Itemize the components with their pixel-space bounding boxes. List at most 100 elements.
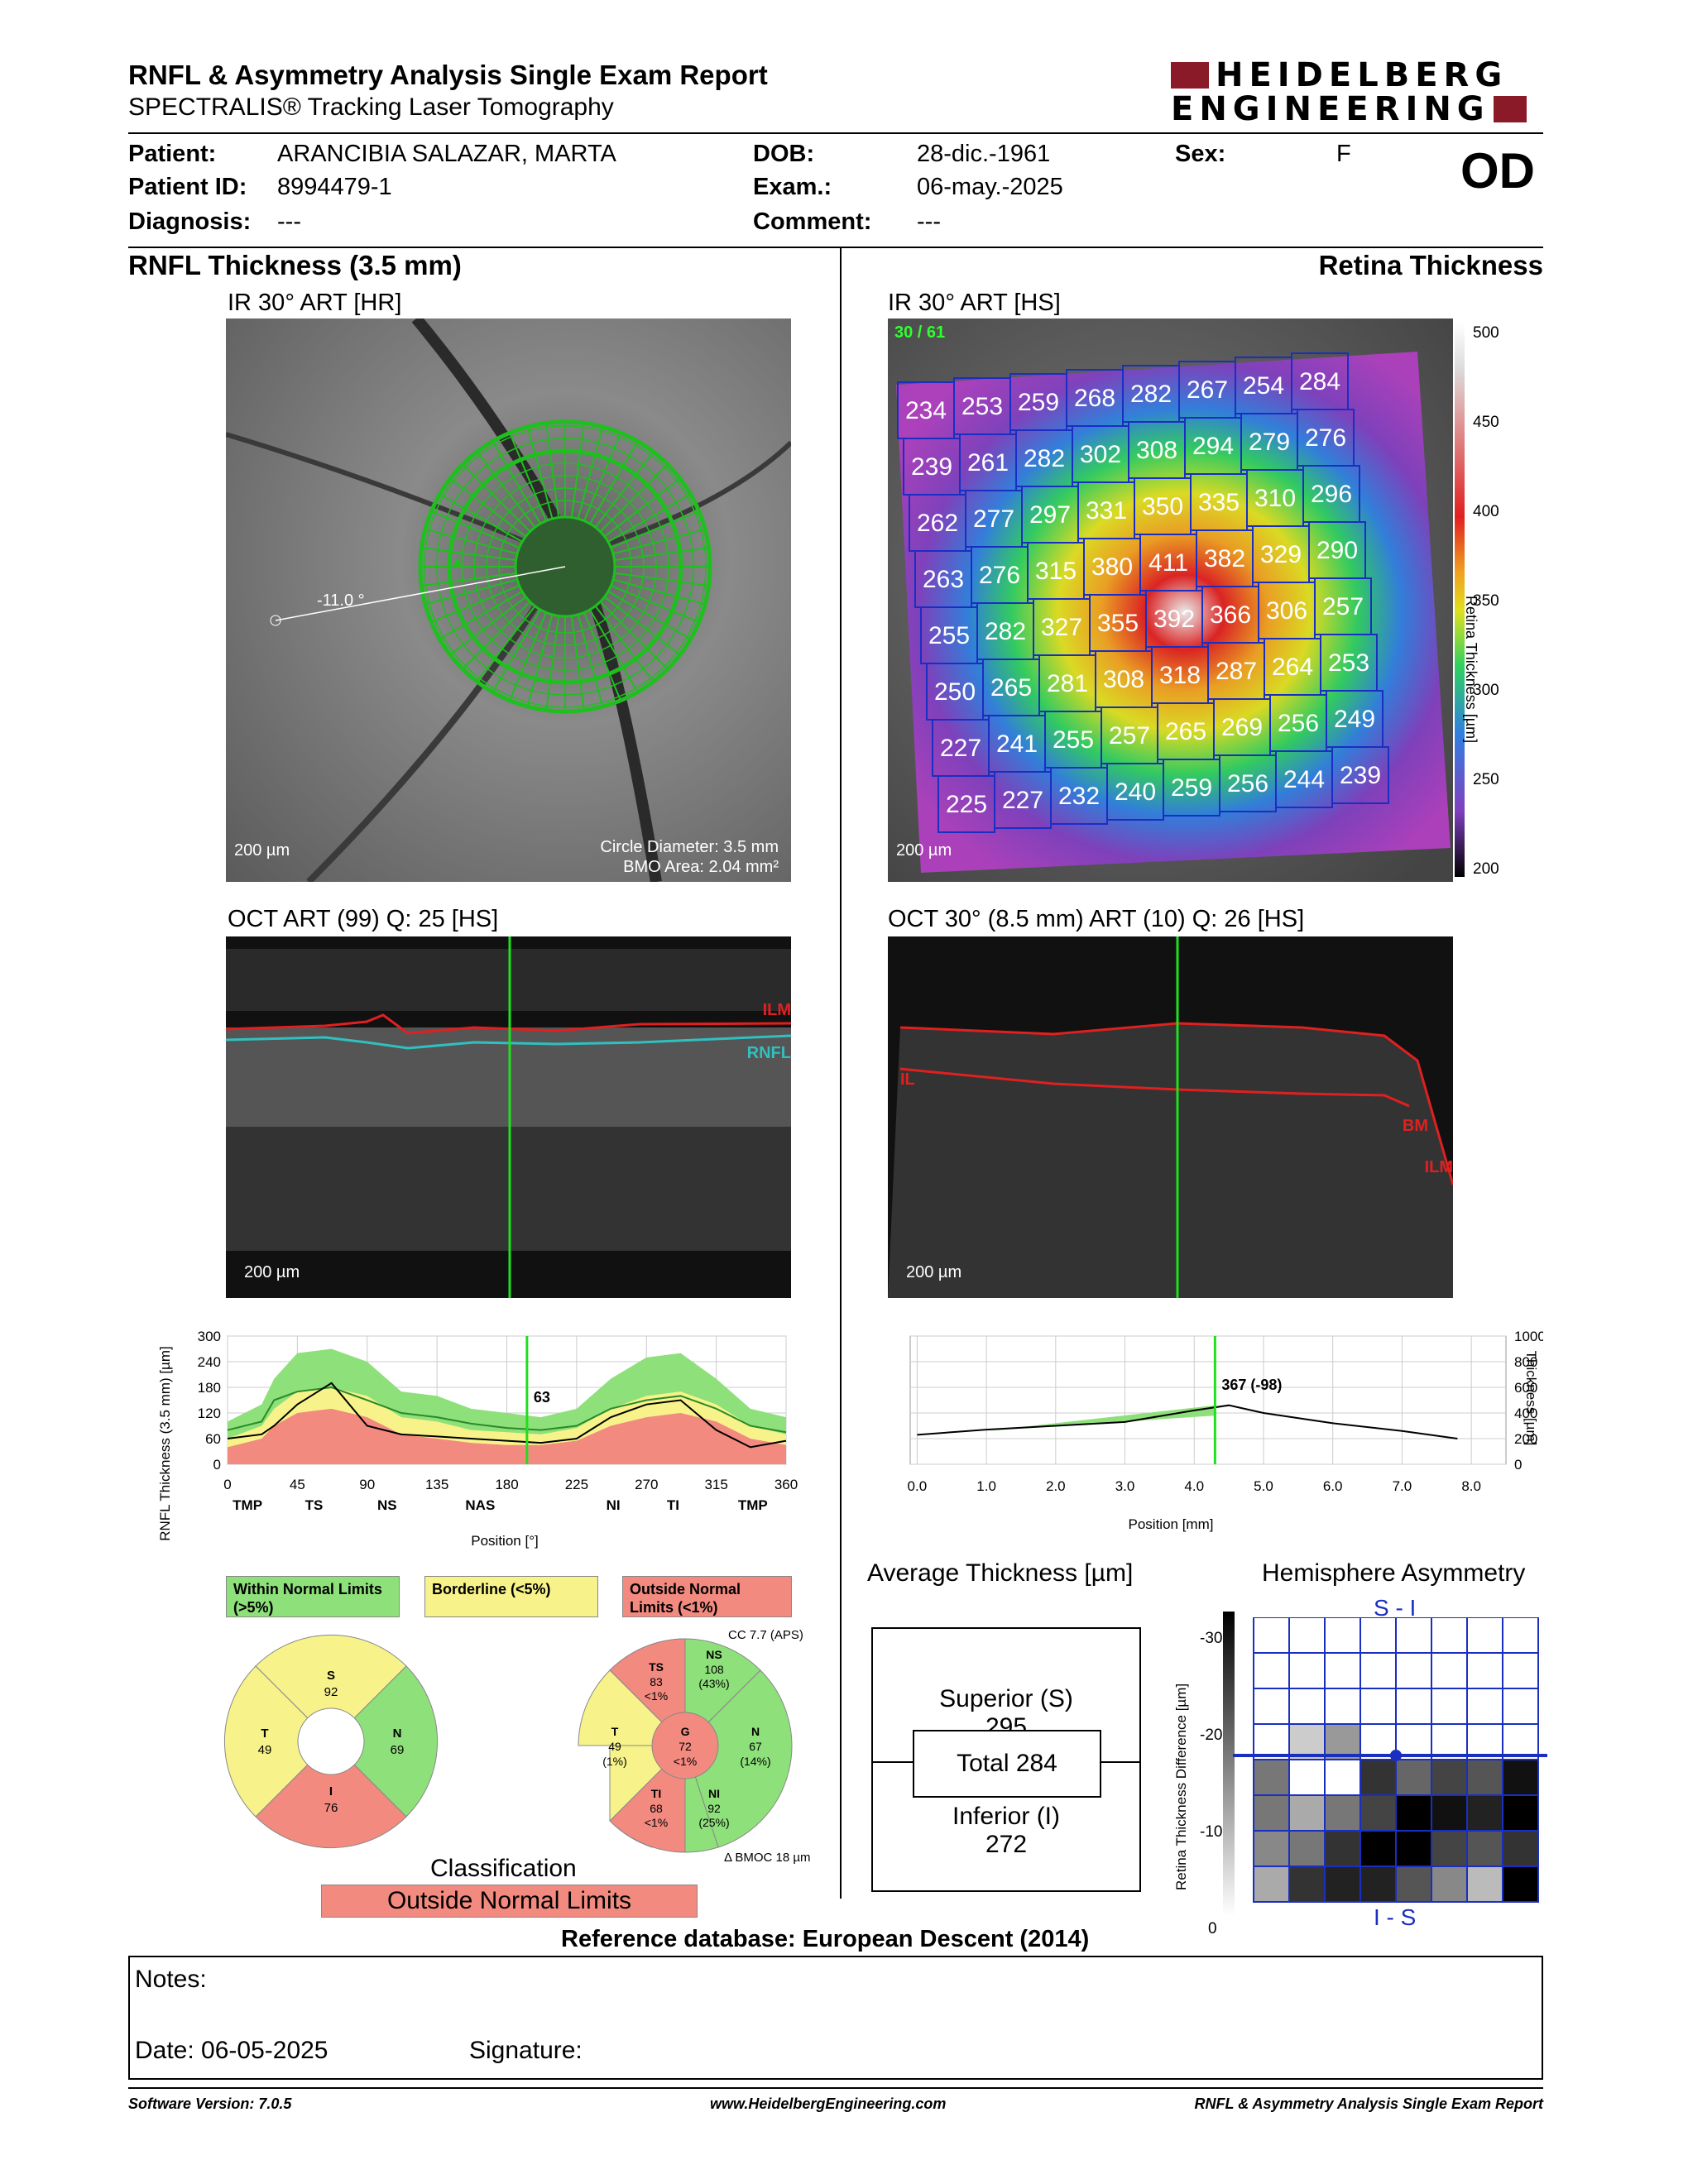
footer-website[interactable]: www.HeidelbergEngineering.com: [710, 2095, 947, 2112]
ret-ytick: 800: [1514, 1354, 1537, 1370]
ilm-label-left: ILM: [762, 1001, 791, 1019]
notes-date: Date: 06-05-2025: [135, 2037, 328, 2064]
asym-cell: [1253, 1723, 1290, 1760]
colorbar-tick: 450: [1473, 414, 1499, 431]
colorbar-title: Retina Thickness [µm]: [1463, 596, 1479, 744]
asym-cell: [1502, 1866, 1539, 1903]
asym-cell: [1502, 1652, 1539, 1689]
asym-cell: [1288, 1688, 1326, 1725]
avg-total: Total 284: [913, 1730, 1101, 1798]
ir-frame: 30 / 61: [894, 323, 946, 342]
notes-label: Notes:: [135, 1966, 207, 1993]
grid-value: 256: [1278, 710, 1319, 737]
asym-colorbar: [1223, 1612, 1235, 1916]
sex: F: [1336, 141, 1351, 167]
grid-value: 366: [1210, 601, 1251, 629]
pie1-s-label: S: [327, 1669, 335, 1683]
oct-left-layers: [226, 936, 791, 1298]
pie2-ti-pct: <1%: [645, 1816, 668, 1829]
thickness-map: 234 253 259 268 282 267 254 284 239 261 282 302 308 2…: [896, 352, 1451, 873]
grid-value: 253: [1328, 649, 1369, 677]
grid-value: 265: [1165, 718, 1206, 745]
oct-right-caption: OCT 30° (8.5 mm) ART (10) Q: 26 [HS]: [888, 906, 1305, 932]
grid-value: 302: [1080, 441, 1121, 468]
pie2-ti-value: 68: [650, 1802, 663, 1815]
pie2-ni-pct: (25%): [698, 1816, 729, 1829]
asym-cell: [1288, 1866, 1326, 1903]
colorbar-tick: 500: [1473, 324, 1499, 342]
grid-value: 257: [1109, 722, 1150, 750]
oct-left-scale: 200 µm: [244, 1263, 300, 1281]
asym-cell: [1253, 1830, 1290, 1867]
grid-value: 296: [1311, 481, 1352, 508]
pie-6-sector: TS 83 <1% NS 108 (43%) T 49 (1%) G 72 <1…: [578, 1638, 793, 1853]
grid-value: 265: [990, 674, 1032, 702]
onh-overlay: [226, 318, 791, 882]
bmoc-label: Δ BMOC 18 µm: [724, 1851, 811, 1865]
asym-cell: [1502, 1830, 1539, 1867]
patient-label: Patient:: [128, 141, 217, 167]
asym-cell: [1324, 1723, 1361, 1760]
asym-cell: [1360, 1652, 1397, 1689]
asym-cell: [1466, 1723, 1503, 1760]
asym-cell: [1431, 1759, 1468, 1796]
pie2-g: G: [681, 1725, 690, 1738]
grid-value: 227: [1002, 787, 1043, 814]
grid-value: 239: [911, 453, 952, 481]
asym-cell: [1502, 1723, 1539, 1760]
asym-cell: [1431, 1688, 1468, 1725]
rnfl-xtick: 225: [565, 1477, 588, 1492]
diagnosis-label: Diagnosis:: [128, 208, 252, 235]
classification-label: Classification: [430, 1855, 577, 1882]
pie2-ns: NS: [706, 1648, 722, 1661]
asym-cell: [1466, 1830, 1503, 1867]
ret-xtick: 7.0: [1393, 1478, 1412, 1494]
thickness-grid: 234 253 259 268 282 267 254 284 239 261 282 302 308 2…: [897, 352, 1389, 833]
asym-cell: [1502, 1617, 1539, 1654]
rnfl-xtick: 0: [223, 1477, 231, 1492]
grid-value: 287: [1216, 658, 1257, 685]
pie2-ti: TI: [651, 1787, 661, 1800]
rnfl-chart-ylabel: RNFL Thickness (3.5 mm) [µm]: [157, 1346, 173, 1541]
grid-value: 267: [1187, 376, 1228, 404]
asym-grid: [1233, 1617, 1547, 1903]
ret-xtick: 0.0: [908, 1478, 928, 1494]
asym-top: S - I: [1374, 1595, 1417, 1621]
signature-label: Signature:: [469, 2037, 583, 2064]
diagnosis: ---: [277, 208, 301, 235]
ret-ytick: 600: [1514, 1380, 1537, 1396]
ret-marker-value: 367 (-98): [1221, 1377, 1282, 1393]
asym-cell: [1324, 1830, 1361, 1867]
pie2-n: N: [751, 1725, 760, 1738]
rnfl-label-left: RNFL: [746, 1044, 791, 1062]
asym-cell: [1324, 1866, 1361, 1903]
ret-chart-xlabel: Position [mm]: [1129, 1516, 1214, 1532]
asym-cell: [1324, 1617, 1361, 1654]
grid-value: 264: [1272, 654, 1313, 681]
asym-cell: [1502, 1759, 1539, 1796]
asym-cell: [1502, 1794, 1539, 1832]
grid-value: 277: [973, 505, 1014, 533]
notes-box[interactable]: Notes: Date: 06-05-2025 Signature:: [128, 1956, 1543, 2080]
grid-value: 263: [923, 566, 964, 593]
oct-right-layers: [888, 936, 1453, 1298]
patient-id-label: Patient ID:: [128, 174, 247, 200]
grid-value: 279: [1249, 429, 1290, 456]
grid-value: 355: [1097, 610, 1139, 637]
grid-value: 315: [1035, 558, 1077, 585]
oct-right-image: 200 µm BM ILM IL: [888, 936, 1453, 1298]
asym-cell: [1360, 1759, 1397, 1796]
grid-value: 261: [967, 449, 1009, 477]
grid-value: 254: [1243, 372, 1284, 400]
grid-value: 244: [1283, 766, 1325, 793]
asym-cell: [1324, 1688, 1361, 1725]
grid-value: 335: [1198, 489, 1240, 516]
grid-value: 392: [1153, 606, 1195, 633]
grid-value: 290: [1316, 537, 1358, 564]
asym-cell: [1395, 1759, 1432, 1796]
asym-cell: [1253, 1652, 1290, 1689]
asym-cell: [1288, 1794, 1326, 1832]
grid-value: 294: [1192, 433, 1234, 460]
legend-borderline: Borderline (<5%): [424, 1576, 598, 1617]
rnfl-section-title: RNFL Thickness (3.5 mm): [128, 250, 462, 280]
